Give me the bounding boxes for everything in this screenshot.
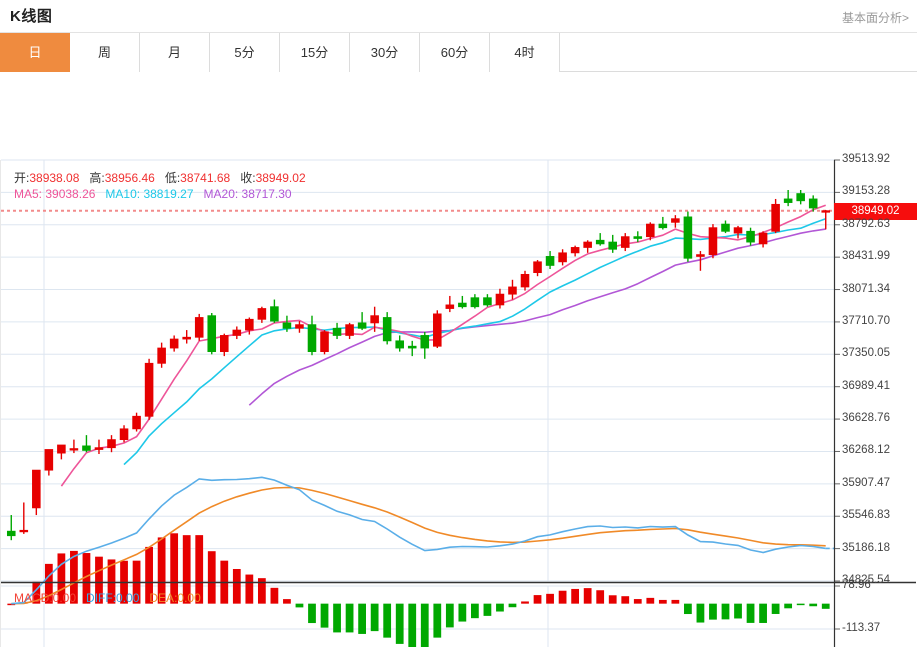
kline-chart-canvas[interactable] bbox=[0, 72, 917, 648]
page-header: K线图 基本面分析> bbox=[0, 0, 917, 33]
tab-month[interactable]: 月 bbox=[140, 33, 210, 72]
tab-30min[interactable]: 30分 bbox=[350, 33, 420, 72]
fundamental-analysis-link[interactable]: 基本面分析> bbox=[841, 11, 909, 25]
chart-frame-borders bbox=[0, 160, 916, 648]
timeframe-tabbar: 日 周 月 5分 15分 30分 60分 4时 bbox=[0, 33, 917, 72]
tab-4hour[interactable]: 4时 bbox=[490, 33, 560, 72]
tab-5min[interactable]: 5分 bbox=[210, 33, 280, 72]
tab-week[interactable]: 周 bbox=[70, 33, 140, 72]
tab-60min[interactable]: 60分 bbox=[420, 33, 490, 72]
page-title: K线图 bbox=[10, 8, 53, 25]
kline-chart-area[interactable]: 开:38938.08 高:38956.46 低:38741.68 收:38949.02… bbox=[0, 72, 917, 648]
tabbar-filler bbox=[560, 33, 917, 72]
candlestick-series[interactable] bbox=[6, 189, 831, 541]
macd-histogram bbox=[7, 533, 830, 648]
chart-gridlines bbox=[1, 159, 834, 582]
tab-15min[interactable]: 15分 bbox=[280, 33, 350, 72]
macd-diff-dea-lines bbox=[11, 476, 834, 605]
tab-day[interactable]: 日 bbox=[0, 33, 70, 72]
